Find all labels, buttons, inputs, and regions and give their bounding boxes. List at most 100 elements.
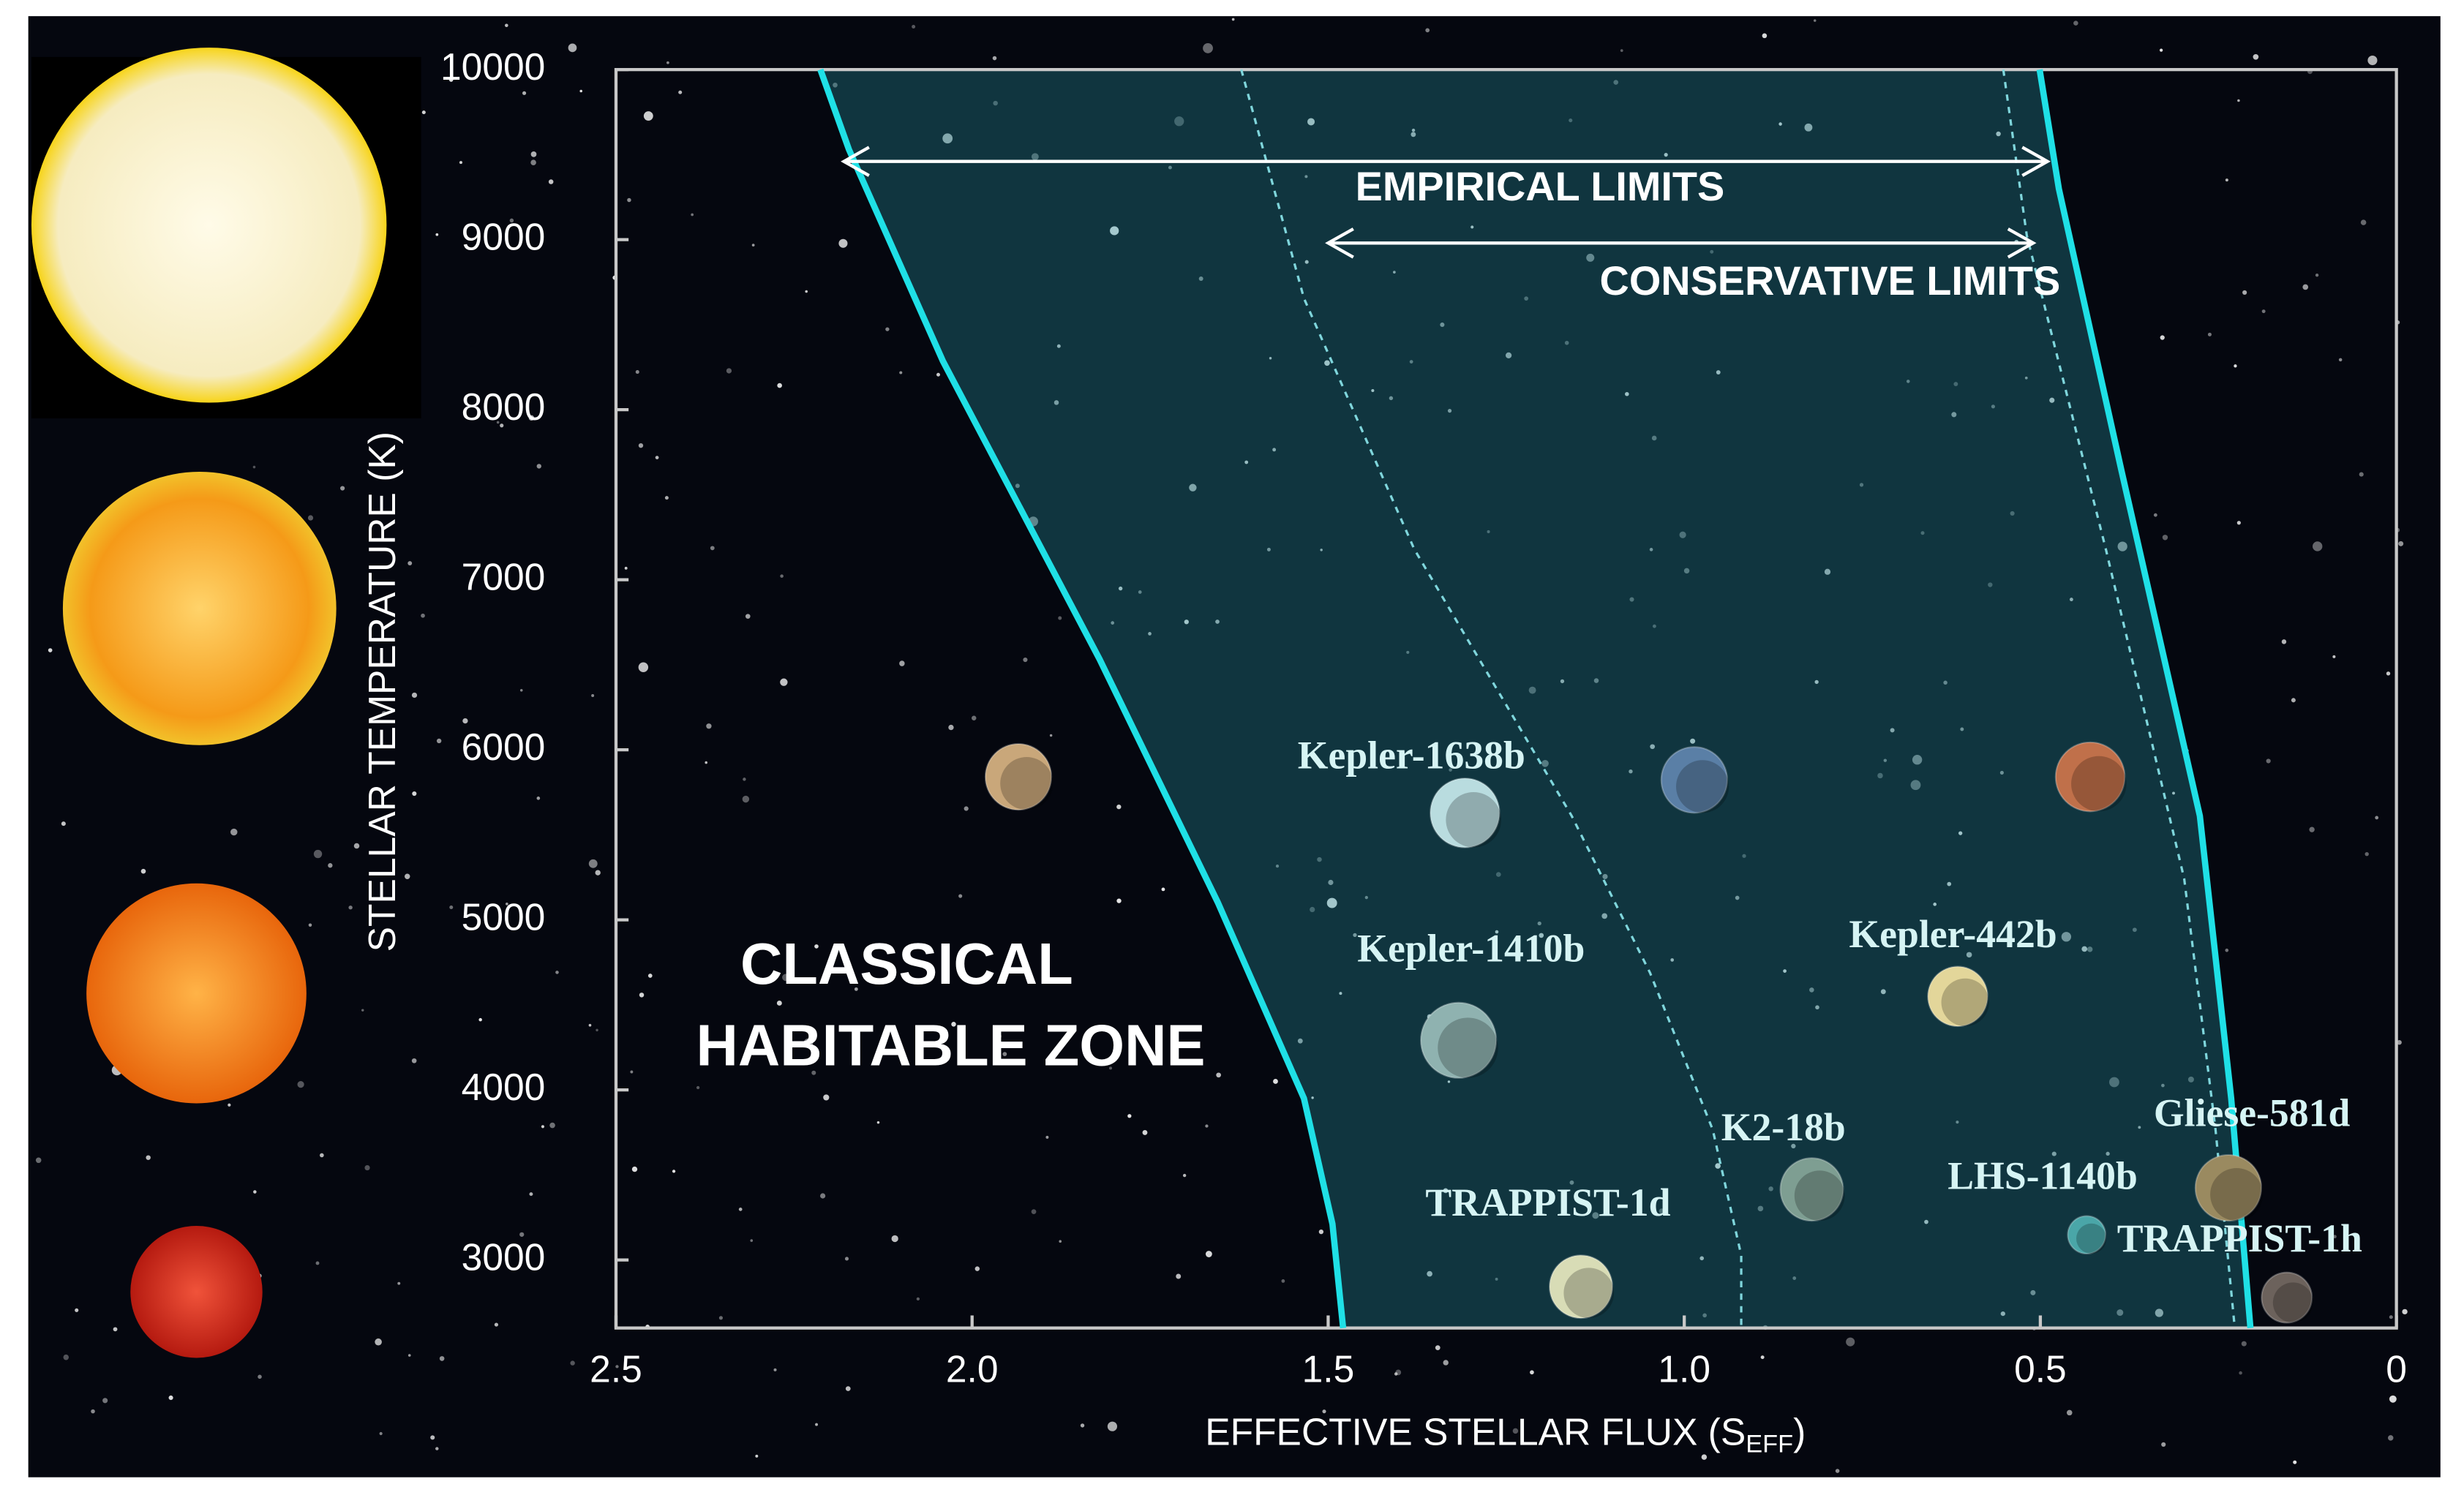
star xyxy=(643,111,653,121)
star xyxy=(1960,727,1964,731)
star xyxy=(405,873,410,879)
planet-label: Gliese-581d xyxy=(2154,1091,2351,1135)
star xyxy=(1953,382,1958,387)
star xyxy=(2333,1235,2337,1238)
star xyxy=(1023,657,1028,663)
star xyxy=(397,1281,401,1285)
star xyxy=(1443,1360,1449,1366)
planet-label: Kepler-1638b xyxy=(1298,734,1525,778)
star xyxy=(1601,913,1608,919)
star xyxy=(2161,1083,2165,1088)
star xyxy=(364,1164,370,1171)
star xyxy=(2239,1371,2242,1375)
star xyxy=(942,133,953,144)
star xyxy=(435,1447,439,1450)
star xyxy=(2359,472,2364,477)
star xyxy=(615,1365,619,1368)
star xyxy=(2100,1173,2103,1177)
star xyxy=(2030,1289,2036,1295)
star xyxy=(1326,897,1337,908)
star xyxy=(1924,1219,1928,1224)
star xyxy=(1447,409,1452,413)
star xyxy=(411,1058,417,1063)
planet xyxy=(1419,1001,1498,1079)
plot-area: 2.5 2.0 1.5 1.0 0.5 0 3000 4000 5000 6000 7000 8000… xyxy=(440,45,2407,1390)
planet-shade xyxy=(1794,1170,1845,1221)
star xyxy=(340,486,345,491)
star xyxy=(1560,679,1565,684)
planet-shade xyxy=(1676,760,1729,813)
star xyxy=(1118,586,1123,591)
star xyxy=(1435,1345,1441,1351)
star xyxy=(2155,1309,2163,1317)
star xyxy=(2172,791,2175,795)
star xyxy=(1569,1180,1574,1185)
planet-shade xyxy=(2071,756,2127,812)
star xyxy=(1406,650,1410,654)
star xyxy=(1411,128,1416,132)
star xyxy=(1650,744,1656,750)
star xyxy=(2051,1151,2057,1156)
star xyxy=(992,56,997,61)
star xyxy=(1947,881,1952,886)
star xyxy=(407,561,413,565)
star xyxy=(1906,380,1910,383)
planet-label: LHS-1140b xyxy=(1947,1153,2138,1197)
star xyxy=(588,859,598,868)
star xyxy=(361,1009,364,1012)
star xyxy=(1281,1279,1285,1283)
star xyxy=(528,415,535,421)
star xyxy=(353,843,360,849)
planet xyxy=(1548,1254,1614,1319)
star xyxy=(102,1398,108,1404)
star xyxy=(1602,873,1608,880)
star xyxy=(782,974,789,982)
star xyxy=(726,368,732,374)
star xyxy=(958,894,963,898)
star xyxy=(1107,1421,1118,1431)
star xyxy=(638,662,649,673)
planet-label: TRAPPIST-1d xyxy=(1425,1181,1670,1224)
x-tick-label: 1.0 xyxy=(1658,1347,1710,1390)
star xyxy=(1184,620,1189,625)
star xyxy=(751,244,755,246)
star xyxy=(411,692,418,699)
planet xyxy=(1779,1157,1844,1222)
star xyxy=(1231,18,1235,21)
star xyxy=(1487,530,1490,533)
star xyxy=(591,694,595,698)
star xyxy=(1966,952,1972,958)
star xyxy=(412,791,417,797)
star xyxy=(1311,1096,1314,1099)
star xyxy=(1859,483,1864,487)
star xyxy=(811,1070,816,1075)
star xyxy=(140,868,146,874)
star xyxy=(672,1170,676,1173)
star xyxy=(436,738,442,744)
star xyxy=(1002,1052,1007,1057)
annotation-label: CONSERVATIVE LIMITS xyxy=(1600,257,2061,304)
star xyxy=(315,1261,320,1265)
star xyxy=(2109,1077,2119,1088)
star xyxy=(776,1000,782,1006)
star xyxy=(1910,780,1921,791)
star xyxy=(833,82,838,88)
star xyxy=(2242,290,2247,295)
star xyxy=(2315,274,2319,277)
star xyxy=(1996,131,2001,137)
star xyxy=(996,1034,1002,1039)
star xyxy=(1353,933,1357,938)
star xyxy=(478,1017,482,1022)
star xyxy=(435,233,439,236)
star xyxy=(647,974,653,978)
star xyxy=(1495,930,1499,934)
star xyxy=(1015,483,1020,489)
planet-label: Kepler-1410b xyxy=(1357,926,1585,970)
star xyxy=(1933,903,1937,906)
star xyxy=(375,1338,382,1346)
star xyxy=(1651,435,1657,441)
star xyxy=(1127,1114,1132,1118)
star xyxy=(854,987,858,991)
star xyxy=(845,1386,851,1391)
star xyxy=(381,711,387,716)
